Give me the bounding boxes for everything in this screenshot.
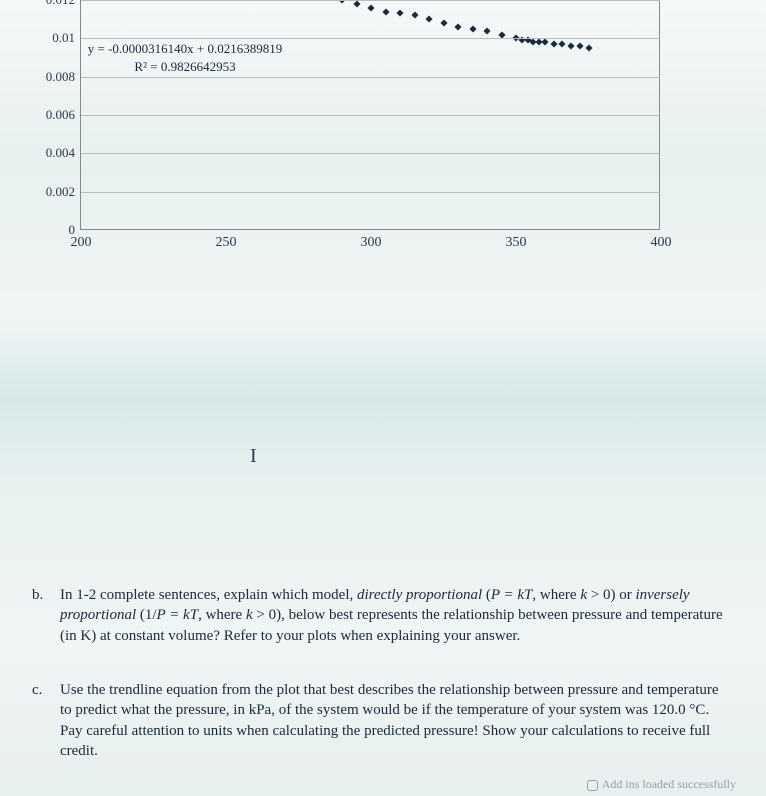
data-point <box>550 41 557 48</box>
x-axis-tick-label: 350 <box>506 235 527 251</box>
addins-icon <box>587 780 598 791</box>
gridline-h <box>81 115 660 116</box>
chart-container: 00.0020.0040.0060.0080.010.0122002503003… <box>20 0 670 260</box>
y-axis-tick-label: 0.006 <box>46 107 75 123</box>
data-point <box>568 42 575 49</box>
data-point <box>585 44 592 51</box>
question-c-text: Use the trendline equation from the plot… <box>60 682 719 759</box>
trendline-equation: y = -0.0000316140x + 0.0216389819 <box>65 40 305 58</box>
data-point <box>382 8 389 15</box>
data-point <box>541 39 548 46</box>
data-point <box>454 23 461 30</box>
data-point <box>576 42 583 49</box>
footer-status: Add ins loaded successfully <box>587 777 736 792</box>
x-axis-tick-label: 200 <box>71 235 92 251</box>
data-point <box>440 19 447 26</box>
y-axis-tick-label: 0.004 <box>46 145 75 161</box>
question-c: c. Use the trendline equation from the p… <box>60 680 726 761</box>
gridline-h <box>81 77 660 78</box>
footer-text: Add ins loaded successfully <box>602 777 736 791</box>
chart-plot-area: 00.0020.0040.0060.0080.010.0122002503003… <box>80 0 660 230</box>
y-axis-tick-label: 0.012 <box>46 0 75 8</box>
text-cursor: I <box>250 445 257 468</box>
question-b-text: In 1-2 complete sentences, explain which… <box>60 587 723 644</box>
question-b-label: b. <box>32 585 43 605</box>
data-point <box>411 12 418 19</box>
x-axis-tick-label: 400 <box>651 235 672 251</box>
question-b: b. In 1-2 complete sentences, explain wh… <box>60 585 726 646</box>
data-point <box>469 25 476 32</box>
data-point <box>367 4 374 11</box>
data-point <box>483 27 490 34</box>
x-axis-tick-label: 250 <box>216 235 237 251</box>
data-point <box>396 10 403 17</box>
data-point <box>498 31 505 38</box>
data-point <box>425 16 432 23</box>
gridline-h <box>81 192 660 193</box>
gridline-h <box>81 153 660 154</box>
trendline-label-box: y = -0.0000316140x + 0.0216389819 R² = 0… <box>65 40 305 76</box>
data-point <box>353 0 360 7</box>
y-axis-tick-label: 0.002 <box>46 184 75 200</box>
question-c-label: c. <box>32 680 42 700</box>
x-axis-tick-label: 300 <box>361 235 382 251</box>
data-point <box>559 41 566 48</box>
trendline-r-squared: R² = 0.9826642953 <box>65 58 305 76</box>
gridline-h <box>81 0 660 1</box>
